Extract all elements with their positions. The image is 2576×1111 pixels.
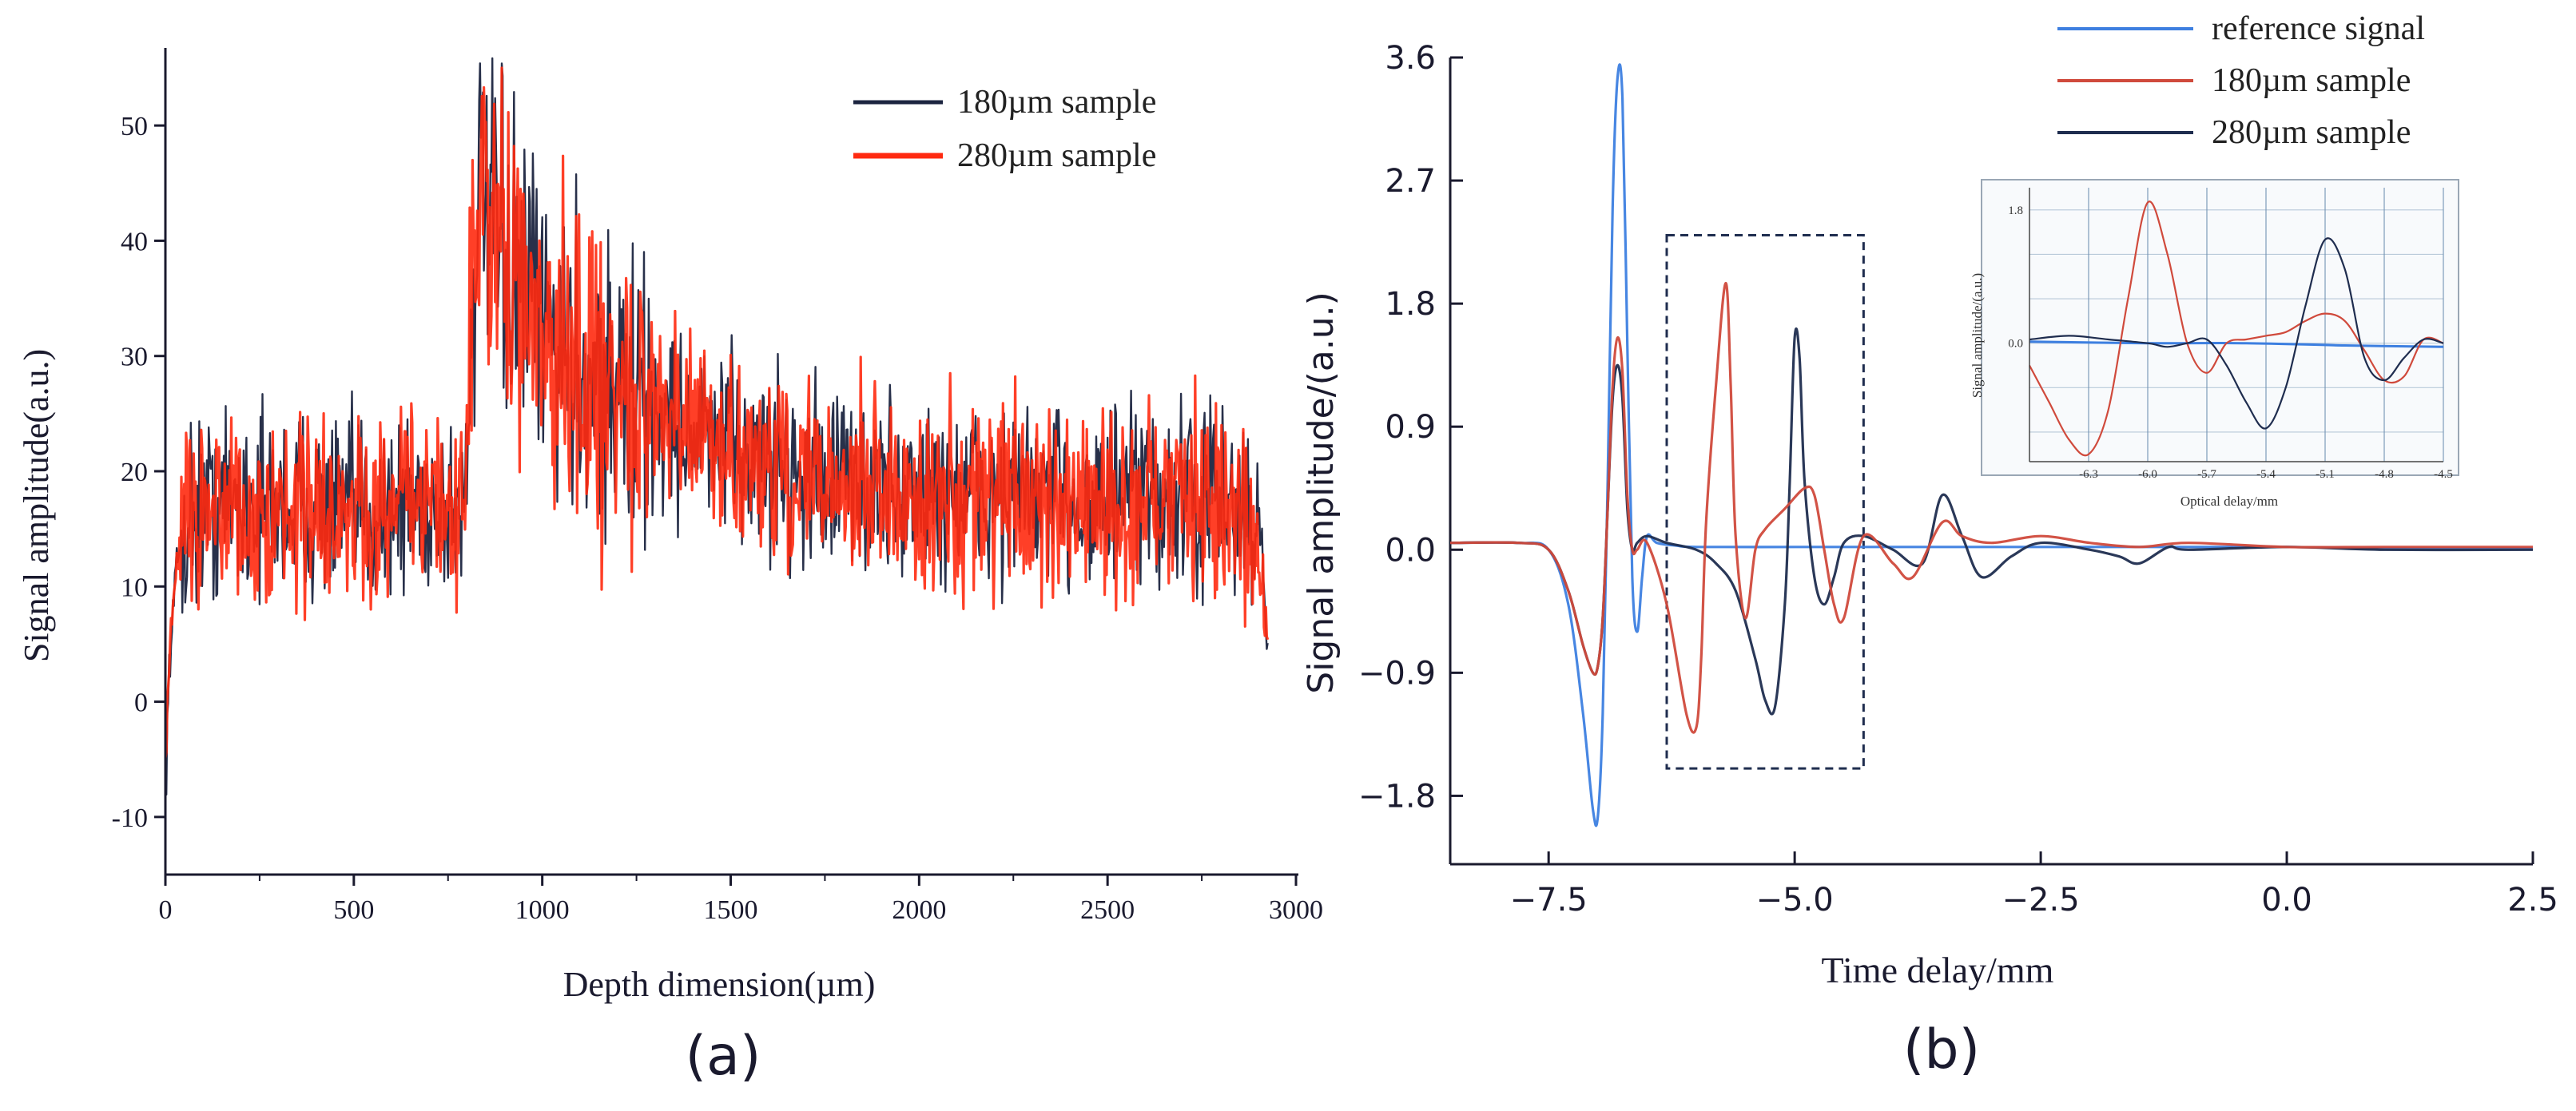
x-tick-label: −7.5 bbox=[1510, 882, 1588, 919]
series-line-180-m-sample bbox=[1449, 281, 2533, 734]
y-tick-label: 1.8 bbox=[1385, 286, 1436, 323]
y-tick-label: 0.0 bbox=[1385, 532, 1436, 569]
inset-y-tick-label: 0.0 bbox=[2008, 338, 2023, 351]
x-tick-label: 500 bbox=[333, 895, 374, 925]
inset-x-tick-label: -4.8 bbox=[2375, 468, 2394, 481]
y-tick-label: 3.6 bbox=[1385, 40, 1436, 77]
legend-label-reference: reference signal bbox=[2212, 10, 2425, 47]
panel-b-series bbox=[1449, 63, 2534, 827]
inset-x-tick-label: -5.7 bbox=[2197, 468, 2216, 481]
inset-x-tick-label: -6.3 bbox=[2079, 468, 2098, 481]
legend-label-280: 280µm sample bbox=[2212, 114, 2411, 151]
legend-label-180: 180µm sample bbox=[957, 84, 1156, 121]
panel-a-axes: 0 500 1000 1500 2000 2500 3000 -10 0 10 20 30 40 50 bbox=[112, 48, 1323, 925]
y-tick-label: 20 bbox=[121, 458, 148, 487]
y-tick-label: −0.9 bbox=[1358, 655, 1436, 692]
x-tick-label: 1500 bbox=[704, 895, 758, 925]
inset-x-tick-label: -6.0 bbox=[2138, 468, 2157, 481]
panel-b-legend: reference signal 180µm sample 280µm samp… bbox=[2057, 10, 2425, 151]
inset-x-tick-label: -5.4 bbox=[2256, 468, 2276, 481]
inset-series-line-reference-signal bbox=[2029, 340, 2444, 348]
y-tick-label: 0 bbox=[134, 688, 148, 718]
inset-series bbox=[2029, 200, 2444, 457]
y-tick-label: 0.9 bbox=[1385, 409, 1436, 446]
x-tick-label: 2000 bbox=[892, 895, 946, 925]
legend-label-280: 280µm sample bbox=[957, 137, 1156, 174]
highlight-box bbox=[1665, 234, 1865, 770]
y-tick-label: 40 bbox=[121, 227, 148, 256]
x-axis-label-a: Depth dimension(µm) bbox=[563, 965, 876, 1004]
inset-x-tick-label: -5.1 bbox=[2316, 468, 2335, 481]
inset-x-axis-label: Optical delay/mm bbox=[2180, 494, 2278, 509]
x-tick-label: −2.5 bbox=[2002, 882, 2080, 919]
y-tick-label: 50 bbox=[121, 112, 148, 141]
x-tick-label: 1000 bbox=[515, 895, 570, 925]
inset-axes: -6.3 -6.0 -5.7 -5.4 -5.1 -4.8 -4.5 0.0 1.8 bbox=[2008, 188, 2453, 481]
inset-y-axis-label: Signal amplitude/(a.u.) bbox=[1970, 273, 1985, 398]
x-tick-label: 3000 bbox=[1269, 895, 1323, 925]
x-tick-label: −5.0 bbox=[1756, 882, 1834, 919]
series-line-280-m-sample bbox=[164, 66, 1270, 759]
x-tick-label: 0.0 bbox=[2261, 882, 2312, 919]
inset-series-line-180-m-sample bbox=[2029, 200, 2444, 457]
x-tick-label: 2500 bbox=[1080, 895, 1135, 925]
panel-a-legend: 180µm sample 280µm sample bbox=[853, 84, 1156, 174]
panel-label-a: (a) bbox=[686, 1025, 761, 1088]
panel-a-series bbox=[164, 57, 1270, 796]
inset-chart: -6.3 -6.0 -5.7 -5.4 -5.1 -4.8 -4.5 0.0 1.8 Optic… bbox=[1970, 179, 2459, 509]
y-axis-label-a: Signal amplitude(a.u.) bbox=[17, 349, 56, 662]
inset-x-tick-label: -4.5 bbox=[2434, 468, 2453, 481]
x-axis-label-b: Time delay/mm bbox=[1822, 950, 2054, 990]
y-tick-label: -10 bbox=[112, 803, 148, 833]
panel-b: −7.5 −5.0 −2.5 0.0 2.5 −1.8 −0.9 0.0 0.9 1.8 2.7 3.… bbox=[1301, 10, 2558, 1081]
x-tick-label: 0 bbox=[159, 895, 173, 925]
panel-a: 0 500 1000 1500 2000 2500 3000 -10 0 10 20 30 40 50 1… bbox=[17, 48, 1323, 1088]
inset-series-line-280-m-sample bbox=[2029, 237, 2444, 430]
panel-label-b: (b) bbox=[1903, 1018, 1980, 1081]
x-tick-label: 2.5 bbox=[2507, 882, 2558, 919]
y-tick-label: 2.7 bbox=[1385, 163, 1436, 200]
y-axis-label-b: Signal amplitude/(a.u.) bbox=[1301, 292, 1342, 693]
y-tick-label: 10 bbox=[121, 573, 148, 602]
inset-frame bbox=[1981, 179, 2459, 476]
panel-b-axes: −7.5 −5.0 −2.5 0.0 2.5 −1.8 −0.9 0.0 0.9 1.8 2.7 3.… bbox=[1358, 40, 2558, 919]
inset-y-tick-label: 1.8 bbox=[2008, 204, 2023, 217]
y-tick-label: 30 bbox=[121, 343, 148, 372]
y-tick-label: −1.8 bbox=[1358, 778, 1436, 815]
legend-label-180: 180µm sample bbox=[2212, 62, 2411, 99]
